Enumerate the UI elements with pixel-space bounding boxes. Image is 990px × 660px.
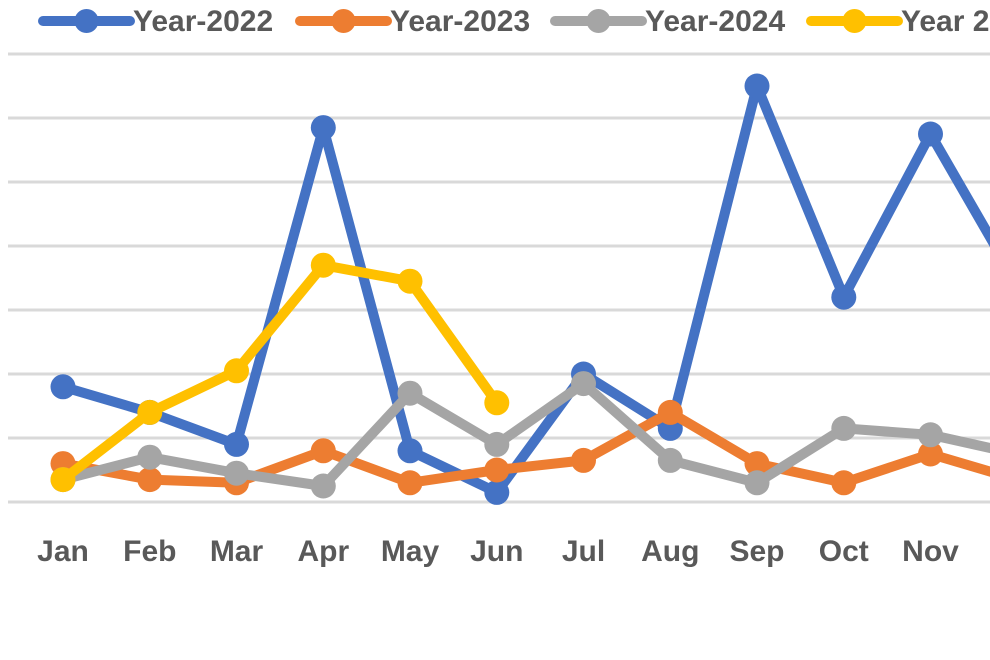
legend-marker-icon [74,9,99,33]
data-point-year-2024 [657,447,683,473]
month-label-aug: Aug [641,535,699,568]
series-line-year-2022 [58,81,990,498]
legend-item-year-2024: Year-2024 [550,5,785,38]
data-point-year-2024 [310,473,336,499]
month-label-apr: Apr [297,535,349,568]
data-point-year-2024 [918,422,943,448]
data-point-year-2023 [137,467,163,493]
x-axis-labels: JanFebMarAprMayJunJulAugSepOctNovDec [37,535,990,568]
data-point-year-2023 [310,438,336,464]
data-point-year-2023 [397,470,423,496]
legend-item-year-2022: Year-2022 [38,5,273,38]
data-point-year-2022 [397,438,423,464]
data-point-year-2024 [224,460,249,486]
data-point-year-2024 [744,470,770,496]
data-point-year-2025 [137,399,163,425]
month-label-jul: Jul [562,535,605,568]
data-point-year-2022 [224,431,249,457]
series-line-year-2025 [58,260,502,485]
month-label-feb: Feb [123,535,176,568]
data-point-year-2023 [484,457,510,483]
data-point-year-2023 [918,441,943,467]
series-lines [50,73,990,505]
month-label-sep: Sep [729,535,784,568]
legend-item-year-2023: Year-2023 [295,5,530,38]
legend-label: Year-2023 [390,5,530,38]
data-point-year-2024 [831,415,857,441]
data-point-year-2022 [50,374,76,400]
legend-marker-icon [331,9,356,33]
series-line-year-2024 [58,378,990,491]
data-point-year-2024 [571,371,596,397]
data-point-year-2024 [484,431,510,457]
series-line-year-2023 [58,407,990,488]
month-label-nov: Nov [902,535,959,568]
month-label-jan: Jan [37,535,89,568]
legend-label: Year-2022 [133,5,273,38]
legend-marker-icon [842,9,867,33]
month-label-jun: Jun [470,535,523,568]
data-point-year-2025 [50,467,76,493]
legend-label: Year-2024 [645,5,785,38]
data-point-year-2023 [657,399,683,425]
data-point-year-2025 [484,390,510,416]
data-point-year-2023 [744,451,770,477]
data-point-year-2025 [397,268,423,294]
gridlines [8,52,990,504]
data-point-year-2024 [137,444,163,470]
data-point-year-2022 [484,479,510,505]
month-label-oct: Oct [819,535,869,568]
data-point-year-2025 [310,252,336,278]
legend-label: Year 2025 [901,5,990,38]
month-label-mar: Mar [210,535,264,568]
data-point-year-2022 [918,121,943,147]
chart-legend: Year-2022 Year-2023 Year-2024 Year 2025 [38,5,990,38]
data-point-year-2025 [224,358,249,384]
data-point-year-2022 [744,73,770,99]
data-point-year-2024 [397,380,423,406]
data-point-year-2023 [571,447,596,473]
data-point-year-2022 [831,284,857,310]
legend-marker-icon [586,9,611,33]
data-point-year-2022 [310,115,336,141]
legend-item-year-2025: Year 2025 [806,5,990,38]
month-label-may: May [381,535,440,568]
data-point-year-2023 [831,470,857,496]
